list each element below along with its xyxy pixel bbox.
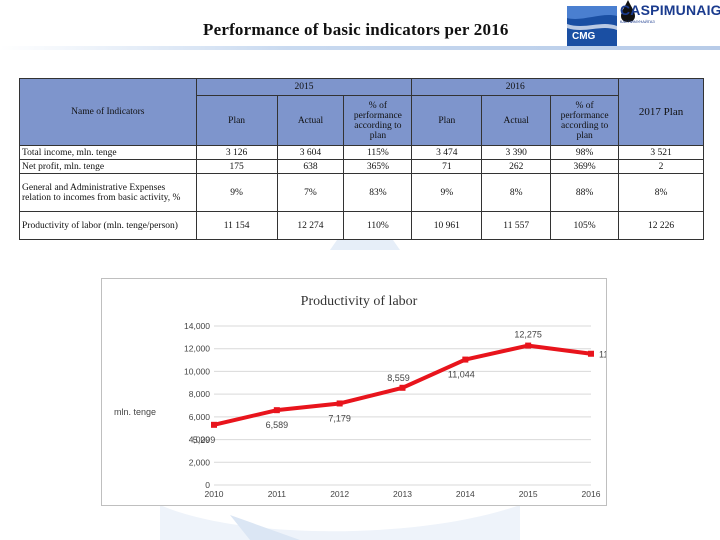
- row-name: Net profit, mln. tenge: [19, 159, 197, 174]
- data-point: [588, 350, 594, 357]
- data-point: [525, 342, 532, 349]
- y-tick-label: 8,000: [189, 389, 211, 399]
- chart-title: Productivity of labor: [301, 294, 418, 309]
- cell-actual-2015: 3 604: [276, 145, 345, 160]
- row-name: Total income, mln. tenge: [19, 145, 197, 160]
- cell-plan-2015: 9%: [195, 173, 278, 212]
- table-row: Total income, mln. tenge 3 126 3 604 115…: [19, 145, 704, 160]
- y-axis-label: mln. tenge: [114, 407, 156, 417]
- oil-drop-icon: [621, 0, 635, 22]
- cell-actual-2016: 3 390: [481, 145, 552, 160]
- data-point: [336, 400, 343, 407]
- data-label: 7,179: [328, 413, 351, 423]
- y-tick-label: 10,000: [184, 366, 210, 376]
- y-tick-label: 12,000: [184, 344, 210, 354]
- cell-plan-2017: 3 521: [618, 145, 704, 160]
- cell-pct-2016: 105%: [550, 211, 620, 240]
- x-tick-label: 2014: [456, 489, 475, 499]
- header-plan-2017: 2017 Plan: [618, 78, 704, 146]
- data-point: [399, 384, 406, 391]
- x-tick-label: 2015: [519, 489, 538, 499]
- data-label: 11,044: [448, 370, 475, 380]
- cell-plan-2015: 3 126: [195, 145, 278, 160]
- header-year-2015: 2015: [195, 78, 413, 96]
- company-logo: [567, 0, 635, 46]
- x-tick-label: 2016: [582, 489, 601, 499]
- cell-plan-2015: 175: [195, 159, 278, 174]
- x-tick-label: 2012: [330, 489, 349, 499]
- y-tick-label: 2,000: [189, 457, 211, 467]
- header-indicator-name: Name of Indicators: [19, 78, 197, 146]
- cell-actual-2016: 11 557: [481, 211, 552, 240]
- cell-plan-2017: 8%: [618, 173, 704, 212]
- data-point: [462, 356, 469, 363]
- header-pct-2016: % of performance according to plan: [550, 95, 620, 146]
- cell-plan-2015: 11 154: [195, 211, 278, 240]
- logo-name: CASPIMUNAIGAS: [620, 2, 720, 18]
- x-tick-label: 2013: [393, 489, 412, 499]
- y-tick-label: 0: [205, 480, 210, 490]
- cell-actual-2015: 638: [276, 159, 345, 174]
- header-actual-2015: Actual: [276, 95, 345, 146]
- cell-pct-2016: 88%: [550, 173, 620, 212]
- table-row: General and Administrative Expenses rela…: [19, 173, 704, 212]
- header-plan-2015: Plan: [195, 95, 278, 146]
- cell-plan-2016: 71: [411, 159, 483, 174]
- header-pct-2015: % of performance according to plan: [343, 95, 413, 146]
- cell-plan-2016: 3 474: [411, 145, 483, 160]
- cell-actual-2016: 262: [481, 159, 552, 174]
- logo-abbr: CMG: [572, 31, 596, 42]
- header-year-2016: 2016: [411, 78, 620, 96]
- chart-svg: Productivity of labor 0 2,000 4,000 6,000 8,0…: [114, 294, 606, 499]
- productivity-chart: Productivity of labor 0 2,000 4,000 6,000 8,0…: [101, 278, 607, 506]
- data-label: 8,559: [387, 373, 410, 383]
- header-actual-2016: Actual: [481, 95, 552, 146]
- cell-actual-2015: 7%: [276, 173, 345, 212]
- header-plan-2016: Plan: [411, 95, 483, 146]
- cell-pct-2016: 98%: [550, 145, 620, 160]
- row-name: Productivity of labor (mln. tenge/person…: [19, 211, 197, 240]
- cell-pct-2015: 83%: [343, 173, 413, 212]
- x-tick-label: 2010: [205, 489, 224, 499]
- cell-plan-2017: 12 226: [618, 211, 704, 240]
- cell-plan-2016: 9%: [411, 173, 483, 212]
- logo-subtitle: КАСПИМУНАЙГАЗ: [620, 19, 655, 24]
- y-tick-label: 4,000: [189, 435, 211, 445]
- cell-pct-2015: 115%: [343, 145, 413, 160]
- y-tick-label: 14,000: [184, 321, 210, 331]
- cell-plan-2017: 2: [618, 159, 704, 174]
- data-label: 12,275: [514, 330, 542, 340]
- data-label: 6,589: [266, 420, 289, 430]
- cell-plan-2016: 10 961: [411, 211, 483, 240]
- data-label: 5,299: [193, 435, 216, 445]
- data-point: [273, 407, 280, 414]
- cell-actual-2015: 12 274: [276, 211, 345, 240]
- indicators-table: Name of Indicators 2015 2016 2017 Plan P…: [19, 78, 704, 240]
- x-tick-label: 2011: [268, 489, 287, 499]
- cell-pct-2015: 110%: [343, 211, 413, 240]
- page-title: Performance of basic indicators per 2016: [203, 20, 509, 39]
- y-tick-label: 6,000: [189, 412, 211, 422]
- data-point: [211, 421, 217, 428]
- table-row: Productivity of labor (mln. tenge/person…: [19, 211, 704, 240]
- row-name: General and Administrative Expenses rela…: [19, 173, 197, 212]
- cell-pct-2016: 369%: [550, 159, 620, 174]
- cell-actual-2016: 8%: [481, 173, 552, 212]
- data-label: 11,557: [599, 350, 606, 360]
- cell-pct-2015: 365%: [343, 159, 413, 174]
- table-row: Net profit, mln. tenge 175 638 365% 71 2…: [19, 159, 704, 174]
